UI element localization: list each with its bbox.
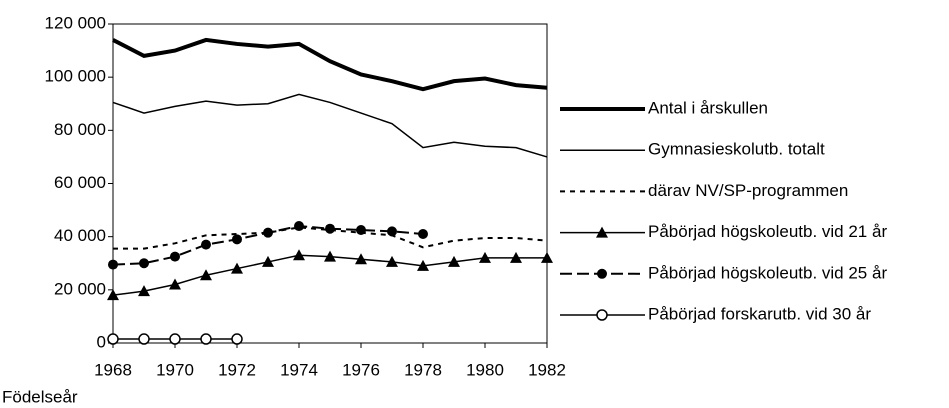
marker xyxy=(510,251,522,263)
marker xyxy=(107,289,119,301)
y-tick-label: 20 000 xyxy=(54,279,106,298)
series-line xyxy=(112,93,548,158)
x-tick-label: 1978 xyxy=(404,360,442,379)
plot-frame xyxy=(112,23,548,344)
marker xyxy=(324,250,336,262)
legend-label: därav NV/SP-programmen xyxy=(648,181,848,200)
marker xyxy=(262,255,274,267)
marker xyxy=(200,333,212,345)
series-line xyxy=(112,37,548,92)
marker xyxy=(232,234,242,245)
x-tick-label: 1982 xyxy=(528,360,566,379)
x-tick-label: 1970 xyxy=(156,360,194,379)
x-axis-label: Födelseår xyxy=(2,387,78,406)
marker xyxy=(108,259,118,270)
marker xyxy=(231,262,243,274)
marker xyxy=(263,227,273,238)
series-line xyxy=(113,226,548,250)
legend-label: Gymnasieskolutb. totalt xyxy=(648,140,825,159)
legend-marker xyxy=(596,309,608,321)
legend-label: Påbörjad högskoleutb. vid 21 år xyxy=(648,222,887,241)
marker xyxy=(541,251,553,263)
y-tick-label: 0 xyxy=(97,332,106,351)
marker xyxy=(448,255,460,267)
y-tick-label: 80 000 xyxy=(54,120,106,139)
y-tick-label: 60 000 xyxy=(54,173,106,192)
marker xyxy=(417,259,429,271)
marker xyxy=(231,333,243,345)
legend-marker xyxy=(596,226,608,238)
marker xyxy=(479,251,491,263)
marker xyxy=(138,333,150,345)
marker xyxy=(386,255,398,267)
marker xyxy=(138,285,150,297)
marker xyxy=(200,269,212,281)
legend-marker xyxy=(597,268,607,279)
y-tick-label: 100 000 xyxy=(45,67,106,86)
x-tick-label: 1974 xyxy=(280,360,318,379)
marker xyxy=(169,278,181,290)
y-tick-label: 40 000 xyxy=(54,226,106,245)
marker xyxy=(356,225,366,236)
marker xyxy=(170,251,180,262)
x-tick-label: 1980 xyxy=(466,360,504,379)
x-tick-label: 1972 xyxy=(218,360,256,379)
marker xyxy=(294,221,304,232)
marker xyxy=(325,223,335,234)
marker xyxy=(293,249,305,261)
marker xyxy=(418,229,428,240)
marker xyxy=(139,258,149,269)
x-tick-label: 1968 xyxy=(94,360,132,379)
marker xyxy=(387,226,397,237)
marker xyxy=(355,253,367,265)
marker xyxy=(169,333,181,345)
marker xyxy=(201,239,211,250)
y-tick-label: 120 000 xyxy=(45,13,106,32)
legend-label: Antal i årskullen xyxy=(648,98,768,117)
legend-label: Påbörjad högskoleutb. vid 25 år xyxy=(648,263,887,282)
marker xyxy=(107,333,119,345)
legend-label: Påbörjad forskarutb. vid 30 år xyxy=(648,304,871,323)
x-tick-label: 1976 xyxy=(342,360,380,379)
